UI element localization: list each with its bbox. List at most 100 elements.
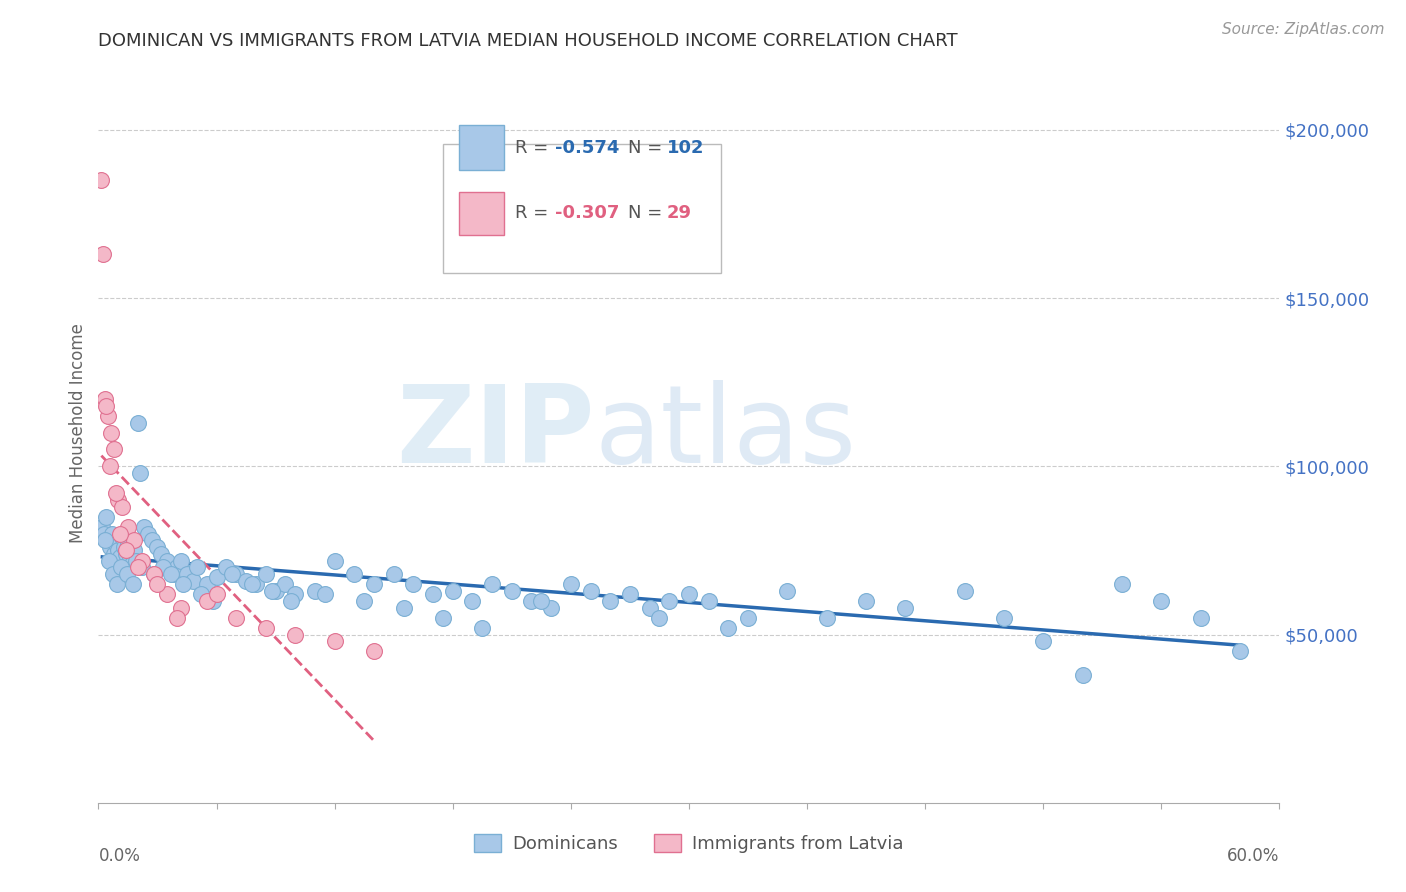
Point [1111, 577, 1133, 591]
Point [156, 553, 179, 567]
Point [150, 547, 173, 561]
Point [128, 466, 150, 480]
Point [304, 583, 326, 598]
Point [105, 536, 128, 550]
Point [284, 627, 307, 641]
Text: ZIP: ZIP [396, 380, 595, 485]
Point [115, 566, 138, 581]
Point [461, 594, 484, 608]
Point [363, 577, 385, 591]
Point [432, 610, 454, 624]
Point [110, 560, 132, 574]
Point [98, 540, 121, 554]
Point [343, 566, 366, 581]
FancyBboxPatch shape [443, 144, 721, 274]
Text: R =: R = [516, 138, 554, 157]
Point [108, 550, 131, 565]
Point [254, 621, 277, 635]
Point [103, 566, 125, 581]
FancyBboxPatch shape [458, 126, 503, 169]
Point [501, 583, 523, 598]
Point [678, 587, 700, 601]
Text: N =: N = [627, 138, 668, 157]
Point [117, 520, 139, 534]
Point [101, 526, 124, 541]
Text: 0.0%: 0.0% [98, 847, 141, 865]
Point [264, 583, 287, 598]
Point [717, 621, 740, 635]
Point [111, 500, 134, 514]
Point [815, 610, 838, 624]
Y-axis label: Median Household Income: Median Household Income [69, 323, 87, 542]
Point [441, 583, 464, 598]
Point [90, 173, 112, 187]
Point [146, 577, 169, 591]
Point [103, 442, 125, 457]
Point [993, 610, 1015, 624]
Point [117, 536, 139, 550]
Point [146, 540, 169, 554]
Point [98, 459, 121, 474]
Text: DOMINICAN VS IMMIGRANTS FROM LATVIA MEDIAN HOUSEHOLD INCOME CORRELATION CHART: DOMINICAN VS IMMIGRANTS FROM LATVIA MEDI… [98, 32, 957, 50]
Point [1229, 644, 1251, 658]
Point [284, 587, 307, 601]
Point [260, 583, 283, 598]
Point [122, 543, 145, 558]
Point [579, 583, 602, 598]
Point [776, 583, 799, 598]
Point [98, 553, 121, 567]
Point [363, 644, 385, 658]
Point [1150, 594, 1173, 608]
Point [225, 566, 247, 581]
Point [132, 520, 155, 534]
Point [648, 610, 671, 624]
Text: R =: R = [516, 203, 554, 222]
Point [162, 566, 184, 581]
Point [118, 550, 141, 565]
Point [91, 520, 114, 534]
Point [422, 587, 444, 601]
Point [619, 587, 641, 601]
Point [186, 560, 208, 574]
Point [323, 634, 346, 648]
Text: 102: 102 [666, 138, 704, 157]
Legend: Dominicans, Immigrants from Latvia: Dominicans, Immigrants from Latvia [467, 827, 911, 861]
Text: 29: 29 [666, 203, 692, 222]
Point [96, 399, 118, 413]
Point [94, 392, 117, 406]
Point [93, 526, 115, 541]
Point [225, 610, 247, 624]
Point [97, 409, 120, 423]
Point [274, 577, 297, 591]
Point [127, 416, 149, 430]
Point [215, 560, 238, 574]
Point [855, 594, 877, 608]
Point [481, 577, 503, 591]
Point [127, 560, 149, 574]
Point [166, 560, 188, 574]
Point [105, 486, 128, 500]
Point [108, 526, 131, 541]
Point [221, 566, 243, 581]
Point [195, 594, 218, 608]
Point [235, 574, 257, 588]
Text: N =: N = [627, 203, 668, 222]
Point [530, 594, 553, 608]
Point [181, 574, 204, 588]
Point [953, 583, 976, 598]
Point [392, 600, 415, 615]
Point [471, 621, 494, 635]
Point [131, 553, 153, 567]
Point [122, 577, 145, 591]
Point [115, 547, 138, 561]
Point [894, 600, 917, 615]
Text: atlas: atlas [595, 380, 856, 485]
Point [1071, 668, 1094, 682]
Point [103, 547, 125, 561]
Point [136, 526, 159, 541]
Point [111, 530, 134, 544]
Point [1189, 610, 1212, 624]
Point [107, 492, 129, 507]
Point [697, 594, 720, 608]
Point [280, 594, 302, 608]
